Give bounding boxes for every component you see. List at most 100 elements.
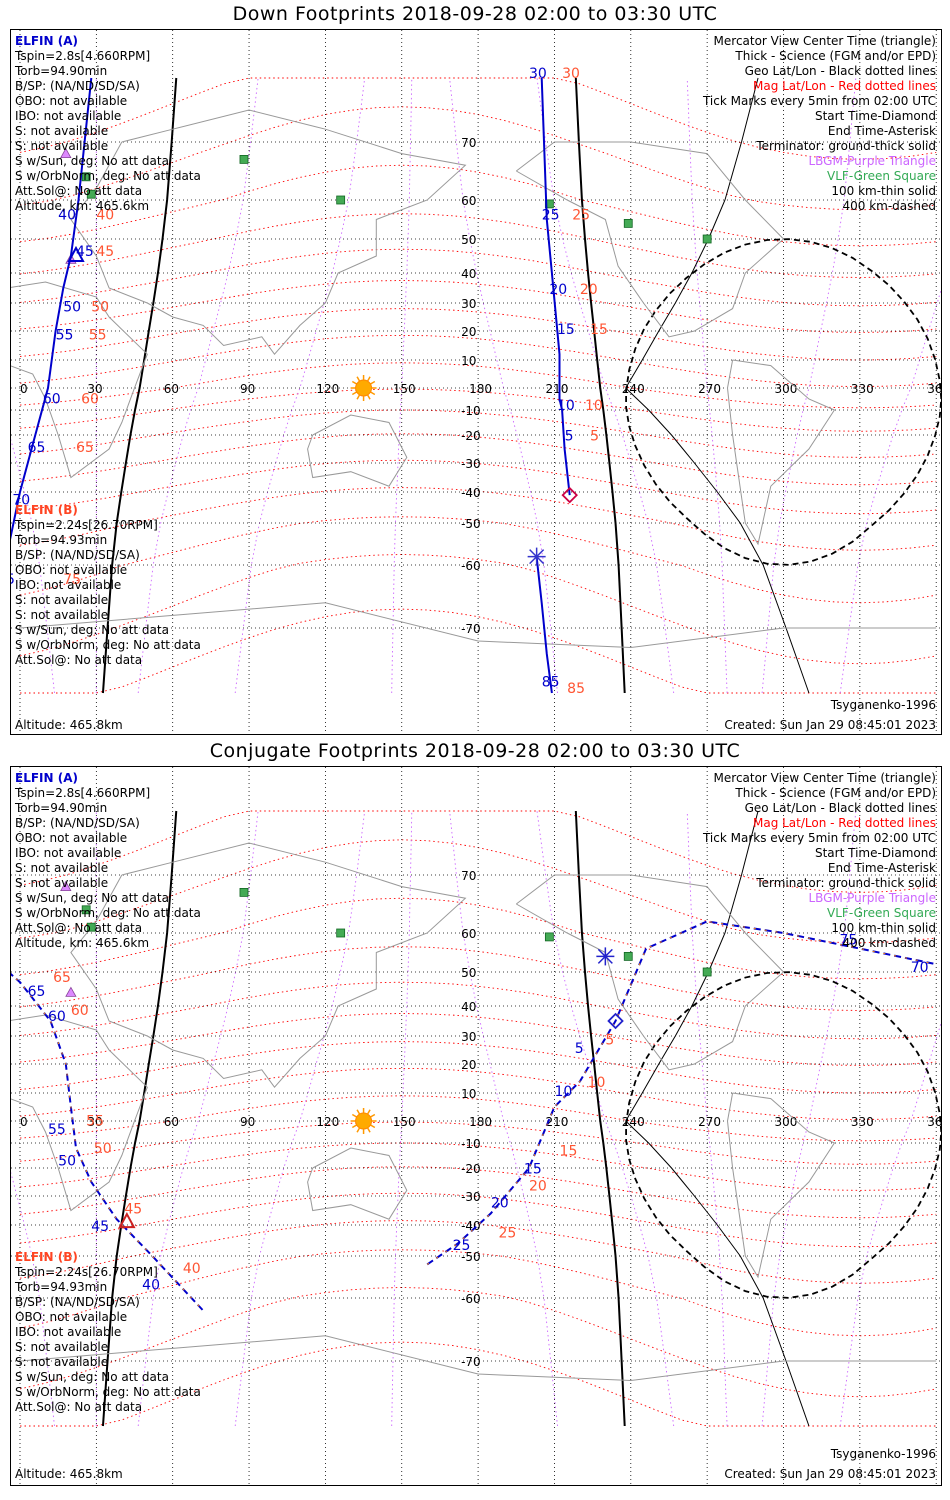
- asterisk-stroke: [529, 549, 545, 565]
- info-line: S w/OrbNorm, deg: No att data: [15, 1385, 201, 1399]
- lat-label: 30: [461, 297, 476, 311]
- map-panel-conjugate: 0 30 60 90 120 150 180 210 240 270 300 330 360 70 60 50…: [10, 766, 942, 1486]
- mag-lat-line: [19, 1067, 937, 1121]
- elfin-b-tick-label: 15: [560, 1144, 578, 1160]
- elfin-a-tick-label: 60: [43, 391, 61, 407]
- lon-label: 180: [469, 1115, 492, 1129]
- sun-ray: [366, 1109, 371, 1115]
- sun-ray: [351, 391, 358, 396]
- lon-label: 60: [164, 382, 179, 396]
- asterisk-stroke: [597, 948, 613, 964]
- info-line: S w/OrbNorm, deg: No att data: [15, 906, 201, 920]
- mag-lat-line: [19, 388, 937, 432]
- legend-line: End Time-Asterisk: [827, 861, 936, 875]
- legend-line: 100 km-thin solid: [831, 184, 936, 198]
- lbgm-station-triangle: [65, 986, 77, 997]
- vlf-station-square: [544, 932, 554, 942]
- info-line: B/SP: (NA/ND/SD/SA): [15, 79, 140, 93]
- info-line: OBO: not available: [15, 563, 128, 577]
- coastline: [307, 1147, 408, 1220]
- sun-ray: [351, 1113, 358, 1118]
- info-line: Tspin=2.24s[26.70RPM]: [15, 518, 158, 532]
- info-line: B/SP: (NA/ND/SD/SA): [15, 816, 140, 830]
- center-time-triangle: [67, 245, 85, 262]
- elfin-a-tick-label: 45: [91, 1219, 109, 1235]
- elfin-a-tick-label: 20: [491, 1196, 509, 1212]
- info-line: Att.Sol@: No att data: [15, 653, 143, 667]
- sun-ray: [370, 1113, 376, 1118]
- elfin-a-tick-label: 5: [575, 1041, 584, 1057]
- sun-ray: [370, 380, 376, 385]
- elfin-a-tick-label: 55: [56, 328, 74, 344]
- info-line: Torb=94.90min: [15, 801, 108, 815]
- elfin-a-tick-label: 70: [12, 492, 30, 508]
- created-label-down: Created: Sun Jan 29 08:45:01 2023: [724, 718, 936, 732]
- lbgm-station-triangle: [60, 880, 72, 891]
- elfin-a-info-conjugate: ELFIN (A) Tspin=2.8s[4.660RPM] Torb=94.9…: [15, 771, 201, 951]
- lon-label: 210: [545, 1115, 568, 1129]
- vlf-station-square: [239, 888, 249, 897]
- lbgm-station-triangle: [60, 147, 72, 158]
- vlf-station-square: [623, 951, 633, 961]
- lat-label: 60: [461, 194, 476, 208]
- lon-label: 300: [775, 382, 798, 396]
- mag-lon-line: [234, 77, 366, 694]
- lon-label: 150: [393, 1115, 416, 1129]
- info-line: Att.Sol@: No att data: [15, 1400, 143, 1414]
- lon-label: 60: [164, 1115, 179, 1129]
- lat-label: 50: [461, 233, 476, 247]
- terminator-line: [101, 77, 178, 694]
- mag-lat-line: [19, 810, 937, 893]
- legend-line: Mercator View Center Time (triangle): [713, 771, 936, 785]
- elfin-b-tick-label: 10: [585, 398, 603, 414]
- map-panel-down: 0306090120150180210240270300330360706050…: [10, 29, 942, 735]
- elfin-a-tick-label: 10: [554, 1084, 572, 1100]
- coastline: [515, 874, 785, 1071]
- mag-lat-line: [19, 213, 937, 278]
- sun-ray: [356, 1127, 361, 1133]
- elfin-b-tick-label: 45: [96, 244, 114, 260]
- info-line: S: not available: [15, 608, 109, 622]
- lon-label: 90: [240, 382, 255, 396]
- sun-icon: [350, 375, 377, 401]
- lon-label: 30: [87, 1115, 102, 1129]
- sun-ray: [366, 1127, 371, 1133]
- terminator-line: [574, 77, 626, 694]
- elfin-a-trajectory: [11, 77, 93, 540]
- mag-lat-line: [19, 946, 937, 1011]
- elfin-b-tick-label: 65: [76, 440, 94, 456]
- info-line: Altitude, km: 465.6km: [15, 936, 150, 950]
- info-line: Torb=94.93min: [15, 533, 108, 547]
- elfin-b-tick-label: 40: [96, 208, 114, 224]
- elfin-a-tick-label: 10: [557, 398, 575, 414]
- legend-line: 400 km-dashed: [842, 199, 936, 213]
- vlf-station-square: [81, 905, 91, 915]
- lat-label: 70: [461, 136, 476, 150]
- lat-label: -40: [461, 1219, 481, 1233]
- lat-label: -20: [461, 429, 481, 443]
- elfin-b-tick-label: 65: [53, 970, 71, 986]
- mag-lon-line: [536, 810, 675, 1427]
- mag-lat-line: [19, 1013, 937, 1066]
- elfin-a-tick-label: 65: [28, 440, 46, 456]
- elfin-a-tick-label: 50: [63, 299, 81, 315]
- vlf-station-square: [239, 155, 249, 164]
- panel-title-down: Down Footprints 2018-09-28 02:00 to 03:3…: [232, 3, 718, 25]
- elfin-a-tick-label: 85: [542, 675, 560, 691]
- elfin-a-tick-label: 25: [542, 208, 560, 224]
- mag-lon-line: [536, 77, 675, 694]
- sun-disk: [355, 379, 373, 397]
- elfin-a-trajectory: [11, 972, 204, 1312]
- elfin-a-tick-label: 5: [565, 429, 574, 445]
- mercator-map-conjugate: 0 30 60 90 120 150 180 210 240 270 300 330 360 70 60 50…: [11, 767, 941, 1485]
- mag-lat-line: [19, 1249, 937, 1337]
- lat-label: -50: [461, 517, 481, 531]
- info-line: OBO: not available: [15, 1310, 128, 1324]
- lat-label: 20: [461, 325, 476, 339]
- sun-ray: [366, 376, 371, 382]
- coastline: [726, 359, 836, 546]
- lat-label: -10: [461, 404, 481, 418]
- elfin-b-tick-label: 75: [63, 572, 81, 588]
- info-line: S w/Sun, deg: No att data: [15, 1370, 169, 1384]
- lat-label: -30: [461, 1190, 481, 1204]
